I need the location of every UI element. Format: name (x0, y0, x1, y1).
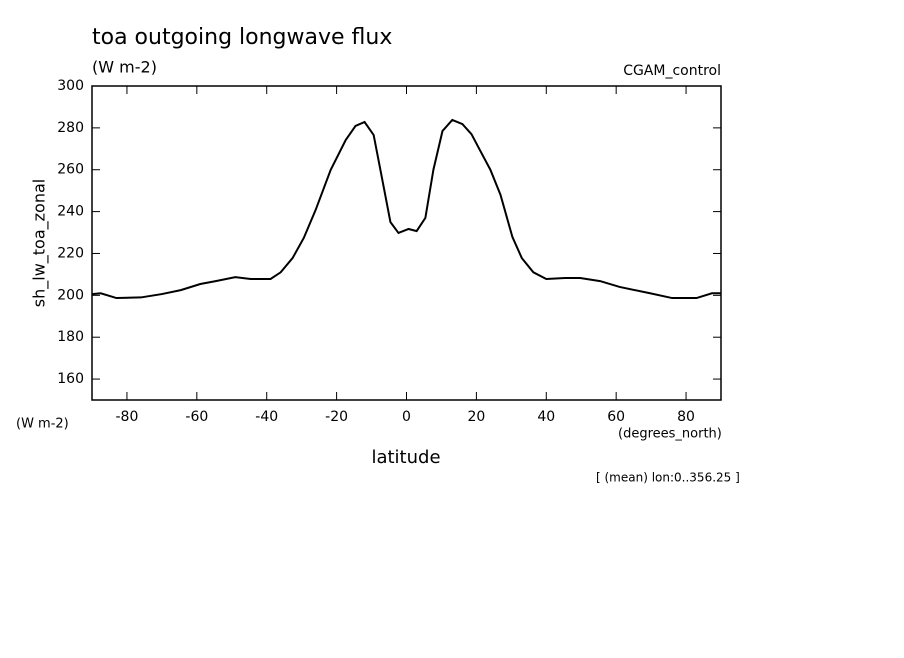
x-tick-label: 60 (607, 409, 625, 425)
y-tick-label: 220 (57, 245, 84, 261)
x-tick-label: 80 (677, 409, 695, 425)
y-tick-label: 180 (57, 329, 84, 345)
y-tick-label: 280 (57, 120, 84, 136)
x-axis-label: latitude (371, 447, 440, 468)
y-axis-label: sh_lw_toa_zonal (30, 179, 50, 307)
x-units-label: (degrees_north) (618, 427, 722, 442)
y-tick-label: 260 (57, 162, 84, 178)
dataset-label: CGAM_control (623, 63, 721, 79)
x-tick-label: 40 (537, 409, 555, 425)
y-tick-label: 300 (57, 78, 84, 94)
y-tick-label: 240 (57, 204, 84, 220)
x-tick-label: -80 (116, 409, 139, 425)
y-units-label: (W m-2) (16, 417, 69, 432)
x-tick-label: 20 (467, 409, 485, 425)
annotation: [ (mean) lon:0..356.25 ] (596, 471, 740, 485)
y-tick-label: 160 (57, 371, 84, 387)
x-tick-label: 0 (402, 409, 411, 425)
x-tick-label: -40 (255, 409, 278, 425)
plot-frame (91, 85, 722, 401)
x-tick-label: -60 (185, 409, 208, 425)
y-tick-label: 200 (57, 287, 84, 303)
chart-title: toa outgoing longwave flux (92, 25, 392, 50)
x-tick-label: -20 (325, 409, 348, 425)
units-label: (W m-2) (92, 58, 157, 77)
data-line (91, 118, 721, 300)
